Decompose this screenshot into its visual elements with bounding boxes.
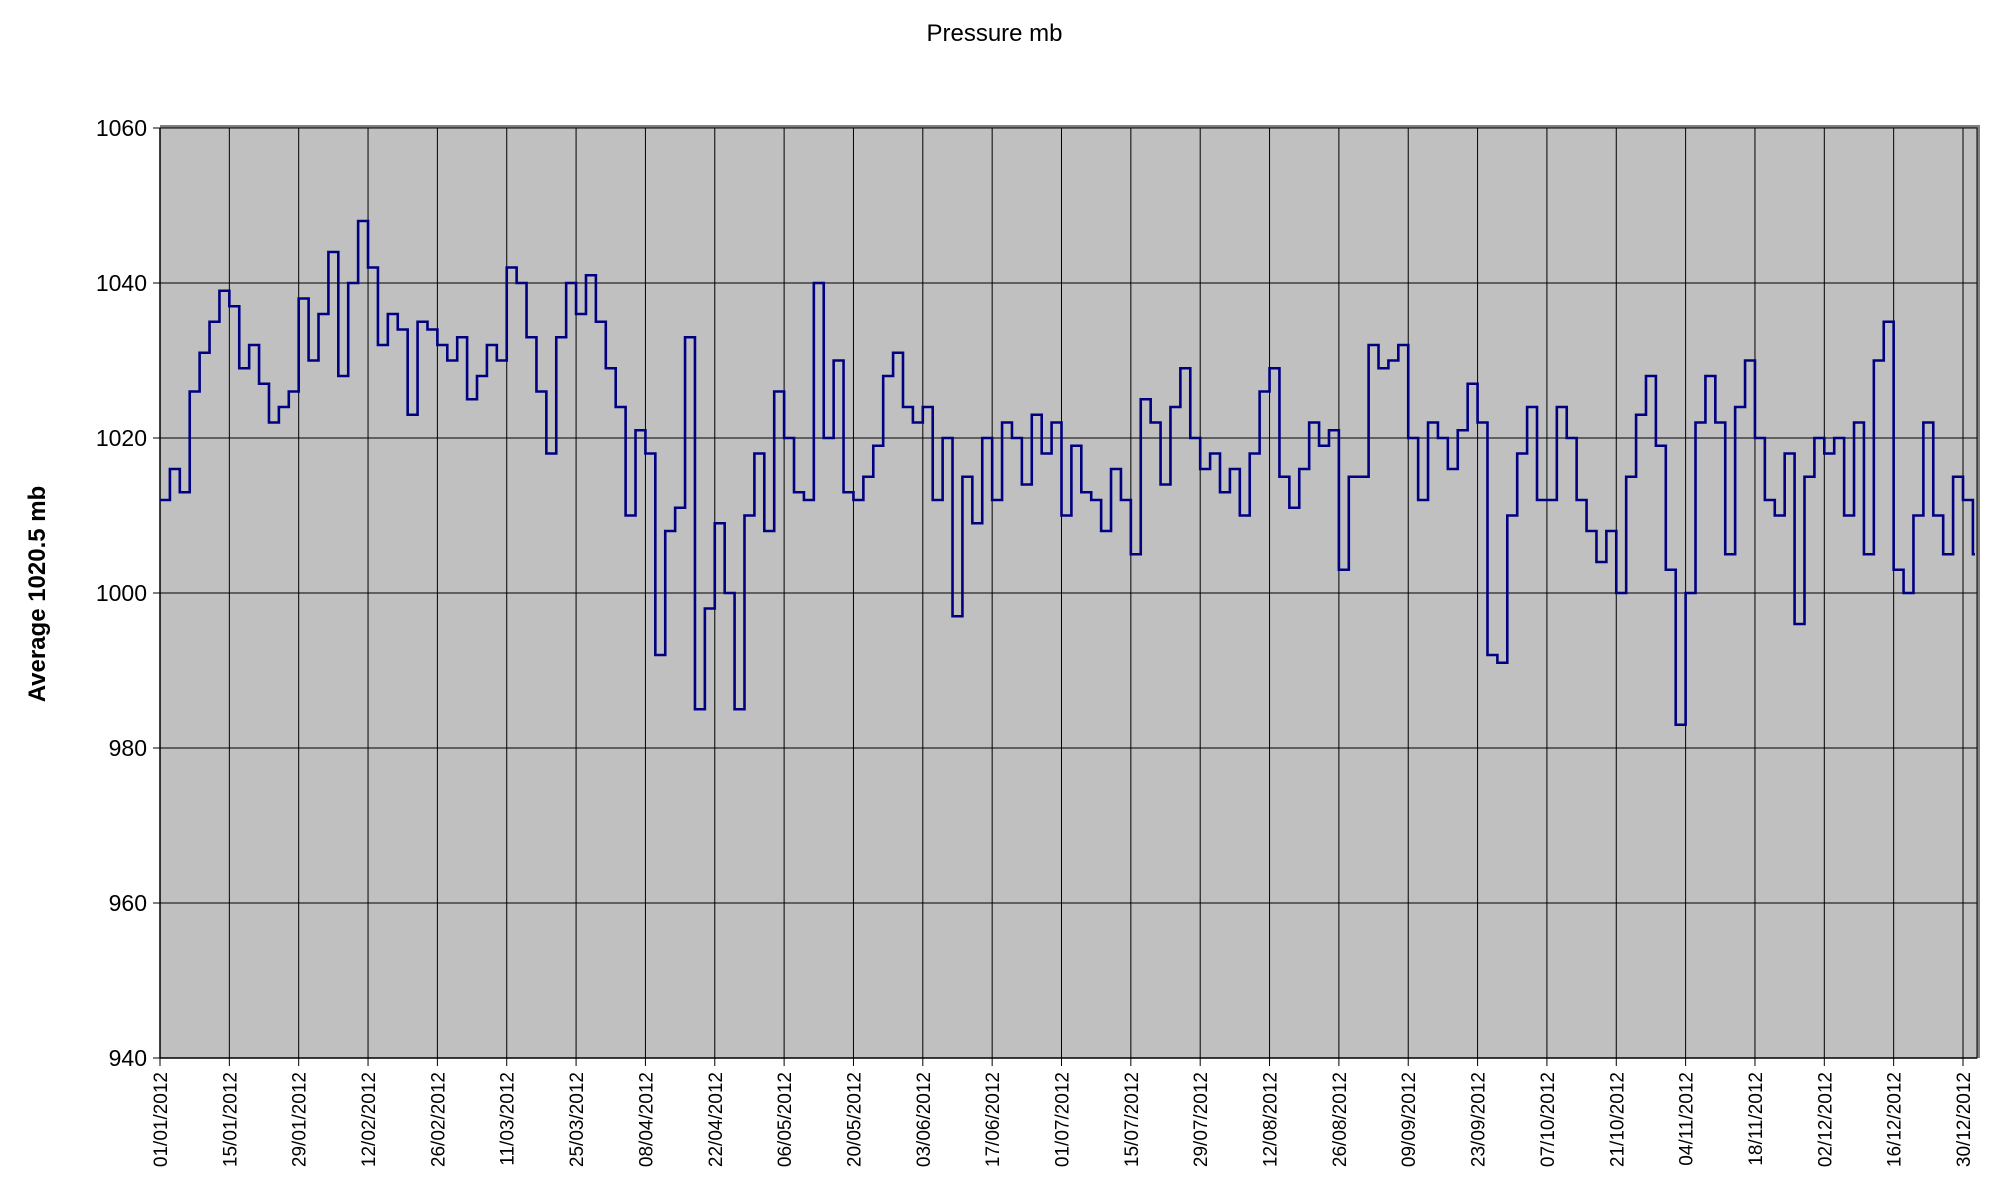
x-tick-label: 17/06/2012 bbox=[983, 1072, 1004, 1167]
x-tick-label: 29/01/2012 bbox=[290, 1072, 311, 1167]
x-tick-label: 26/08/2012 bbox=[1330, 1072, 1351, 1167]
pressure-series-line bbox=[160, 219, 1975, 727]
x-tick-label: 15/07/2012 bbox=[1122, 1072, 1143, 1167]
x-tick-label: 25/03/2012 bbox=[567, 1072, 588, 1167]
x-tick-label: 01/01/2012 bbox=[151, 1072, 172, 1167]
x-tick-label: 03/06/2012 bbox=[914, 1072, 935, 1167]
y-tick-label: 1020 bbox=[96, 425, 147, 451]
y-tick-label: 1060 bbox=[96, 115, 147, 141]
x-tick-label: 09/09/2012 bbox=[1399, 1072, 1420, 1167]
x-tick-label: 22/04/2012 bbox=[706, 1072, 727, 1167]
x-tick-label: 08/04/2012 bbox=[636, 1072, 657, 1167]
y-tick-label: 940 bbox=[109, 1045, 147, 1071]
y-tick-label: 980 bbox=[109, 735, 147, 761]
y-tick-label: 1040 bbox=[96, 270, 147, 296]
x-tick-label: 29/07/2012 bbox=[1191, 1072, 1212, 1167]
x-tick-label: 12/02/2012 bbox=[359, 1072, 380, 1167]
x-tick-label: 12/08/2012 bbox=[1261, 1072, 1282, 1167]
x-tick-label: 07/10/2012 bbox=[1538, 1072, 1559, 1167]
x-tick-label: 20/05/2012 bbox=[844, 1072, 865, 1167]
x-tick-label: 30/12/2012 bbox=[1954, 1072, 1975, 1167]
chart-title: Pressure mb bbox=[926, 20, 1063, 47]
y-tick-label: 960 bbox=[109, 890, 147, 916]
x-tick-label: 21/10/2012 bbox=[1607, 1072, 1628, 1167]
x-tick-label: 01/07/2012 bbox=[1053, 1072, 1074, 1167]
x-tick-label: 15/01/2012 bbox=[220, 1072, 241, 1167]
x-tick-label: 18/11/2012 bbox=[1746, 1072, 1767, 1166]
y-tick-label: 1000 bbox=[96, 580, 147, 606]
x-tick-label: 04/11/2012 bbox=[1677, 1072, 1698, 1166]
x-tick-label: 11/03/2012 bbox=[498, 1072, 519, 1166]
x-tick-label: 23/09/2012 bbox=[1469, 1072, 1490, 1167]
x-tick-label: 26/02/2012 bbox=[428, 1072, 449, 1167]
x-tick-label: 06/05/2012 bbox=[775, 1072, 796, 1167]
x-tick-label: 16/12/2012 bbox=[1885, 1072, 1906, 1167]
x-tick-label: 02/12/2012 bbox=[1815, 1072, 1836, 1167]
